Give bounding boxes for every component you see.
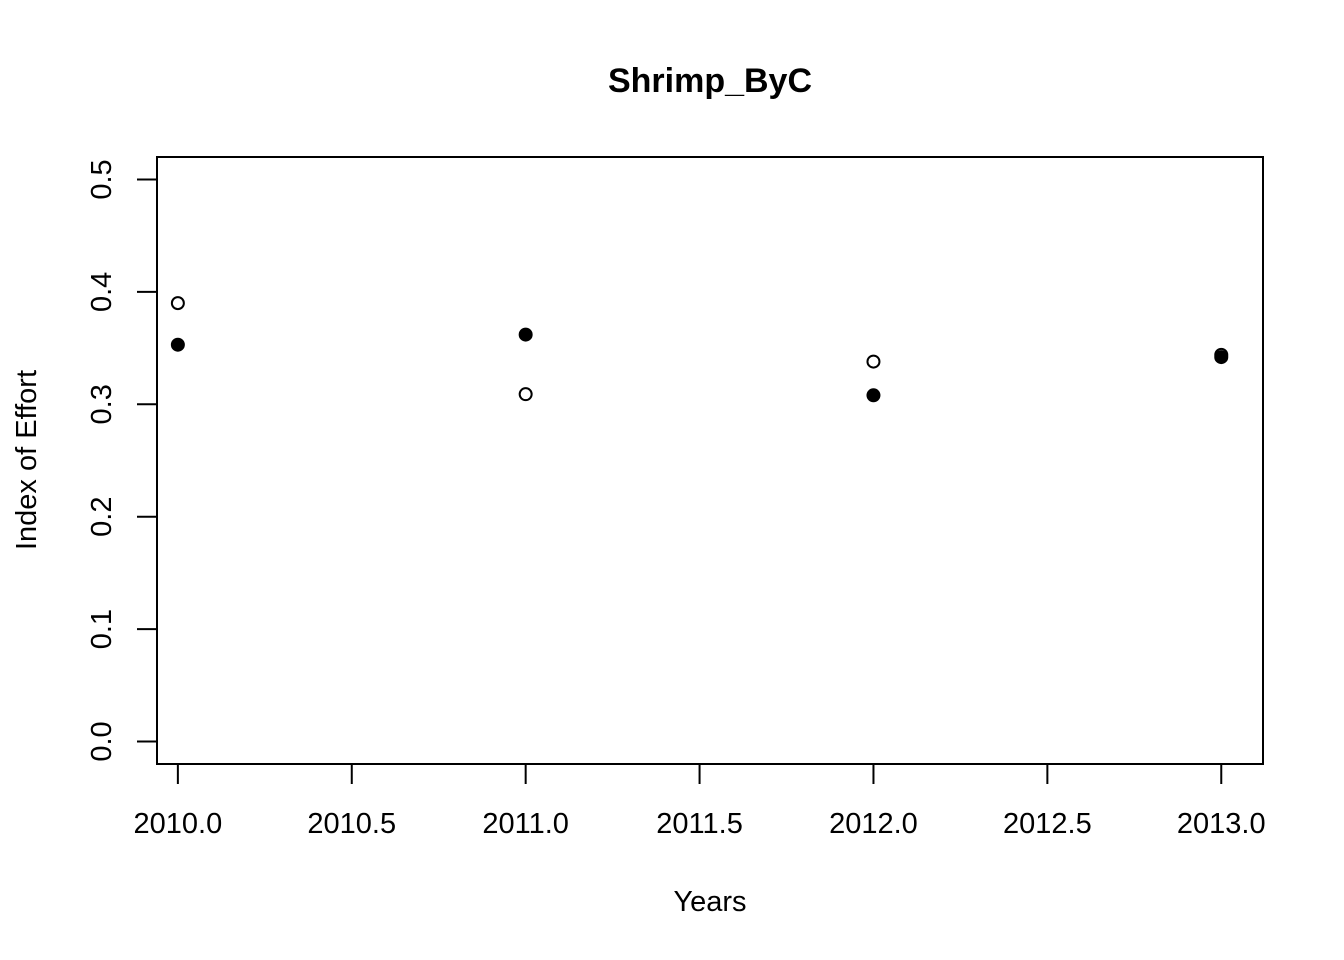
filled-point bbox=[170, 337, 185, 352]
x-tick-label: 2010.5 bbox=[307, 808, 396, 840]
y-tick-label: 0.0 bbox=[86, 721, 118, 761]
x-tick-label: 2012.0 bbox=[829, 808, 918, 840]
x-tick-label: 2011.5 bbox=[656, 808, 743, 840]
filled-point bbox=[518, 327, 533, 342]
data-points bbox=[170, 296, 1229, 403]
plot-frame bbox=[156, 156, 1264, 765]
x-axis: 2010.0 2010.5 2011.0 2011.5 2012.0 2012.5 2013… bbox=[134, 763, 1266, 840]
y-axis-label: Index of Effort bbox=[11, 370, 43, 550]
open-point bbox=[170, 296, 185, 311]
filled-point bbox=[866, 388, 881, 403]
open-point bbox=[518, 387, 533, 402]
open-point bbox=[866, 354, 881, 369]
x-axis-label: Years bbox=[673, 886, 746, 918]
x-tick-label: 2012.5 bbox=[1003, 808, 1092, 840]
y-tick-label: 0.4 bbox=[86, 272, 118, 312]
x-tick-label: 2011.0 bbox=[482, 808, 569, 840]
y-tick-label: 0.5 bbox=[86, 159, 118, 199]
y-tick-label: 0.1 bbox=[86, 609, 118, 649]
filled-point bbox=[1214, 350, 1229, 365]
chart-title: Shrimp_ByC bbox=[608, 62, 812, 100]
y-tick-label: 0.2 bbox=[86, 497, 118, 537]
x-tick-label: 2010.0 bbox=[134, 808, 223, 840]
x-tick-label: 2013.0 bbox=[1177, 808, 1266, 840]
y-axis: 0.0 0.1 0.2 0.3 0.4 0.5 bbox=[86, 159, 158, 762]
y-tick-label: 0.3 bbox=[86, 384, 118, 424]
